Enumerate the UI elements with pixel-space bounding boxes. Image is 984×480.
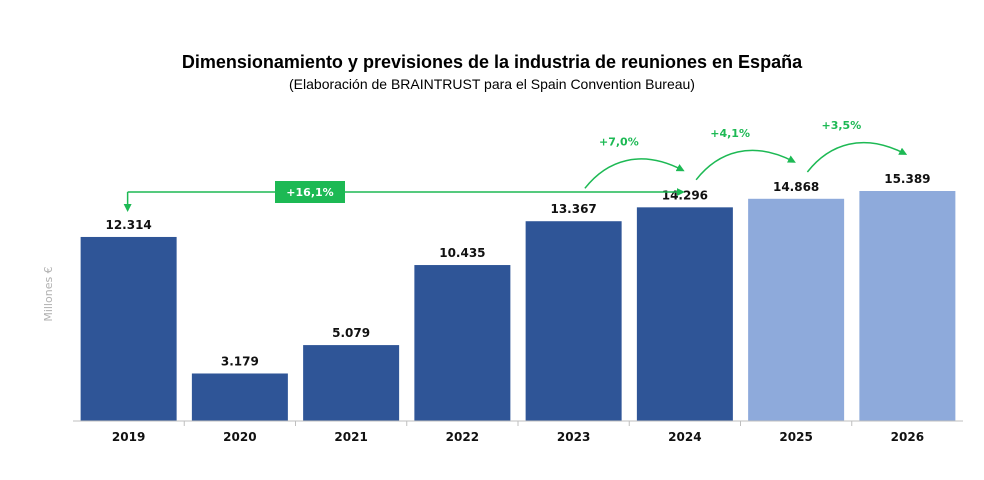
- chart-title: Dimensionamiento y previsiones de la ind…: [181, 52, 803, 72]
- bar-2026: [859, 191, 956, 421]
- x-tick-label-2023: 2023: [557, 430, 590, 444]
- chart-subtitle: (Elaboración de BRAINTRUST para el Spain…: [289, 76, 695, 92]
- x-tick-label-2022: 2022: [446, 430, 479, 444]
- value-label-2020: 3.179: [221, 354, 259, 368]
- overall-growth-label: +16,1%: [286, 186, 333, 199]
- y-axis-label: Millones €: [42, 266, 55, 321]
- value-label-2026: 15.389: [884, 172, 930, 186]
- x-tick-label-2026: 2026: [891, 430, 924, 444]
- bar-2020: [191, 373, 288, 421]
- x-tick-label-2020: 2020: [223, 430, 256, 444]
- bar-2019: [80, 236, 177, 421]
- growth-label-2026: +3,5%: [822, 119, 862, 132]
- bar-2023: [525, 221, 622, 421]
- value-label-2023: 13.367: [550, 202, 596, 216]
- growth-label-2025: +4,1%: [710, 127, 750, 140]
- x-tick-label-2025: 2025: [779, 430, 812, 444]
- bar-2025: [748, 198, 845, 421]
- value-label-2022: 10.435: [439, 246, 485, 260]
- x-tick-label-2019: 2019: [112, 430, 145, 444]
- value-label-2021: 5.079: [332, 326, 370, 340]
- bar-2021: [303, 345, 400, 421]
- growth-arrow-2025: [695, 149, 796, 181]
- x-tick-label-2021: 2021: [334, 430, 367, 444]
- value-label-2025: 14.868: [773, 180, 819, 194]
- x-tick-label-2024: 2024: [668, 430, 701, 444]
- value-label-2019: 12.314: [105, 218, 151, 232]
- bar-2024: [636, 207, 733, 421]
- growth-arrow-2026: [806, 141, 908, 173]
- growth-arrow-2024: [584, 158, 685, 189]
- bar-2022: [414, 265, 511, 421]
- overall-growth-badge: [275, 181, 345, 203]
- value-label-2024: 14.296: [662, 188, 708, 202]
- growth-label-2024: +7,0%: [599, 135, 639, 148]
